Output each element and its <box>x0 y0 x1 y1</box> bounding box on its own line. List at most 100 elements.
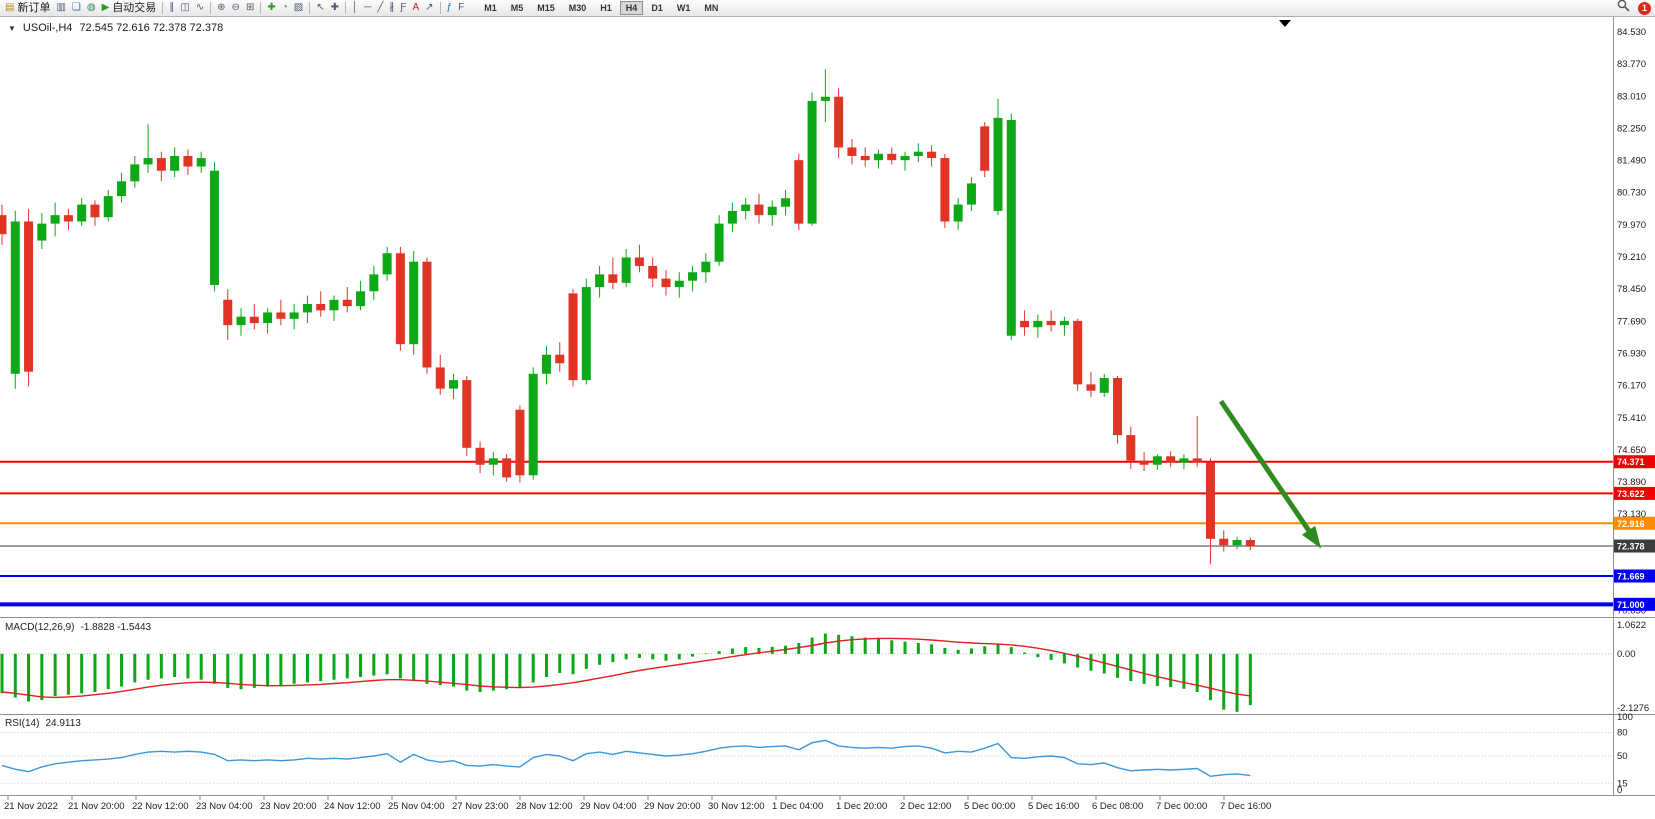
rsi-axis-label: 100 <box>1617 712 1633 723</box>
bar-chart-icon[interactable]: ∥ <box>166 1 177 16</box>
trendline-icon[interactable]: ╱ <box>374 1 386 16</box>
candlestick <box>900 155 910 161</box>
candlestick <box>528 373 538 476</box>
candlestick <box>462 380 472 448</box>
macd-axis-label: 1.0622 <box>1617 620 1646 631</box>
candlestick <box>10 221 20 374</box>
candlestick <box>688 272 698 281</box>
indicator-window-icon: F <box>458 2 465 13</box>
trendline-icon: ╱ <box>377 2 384 13</box>
zoom-in-icon[interactable]: ⊕ <box>214 1 228 16</box>
zoom-out-icon[interactable]: ⊖ <box>229 1 243 16</box>
time-icon[interactable]: ◔ <box>279 1 291 16</box>
market-watch-icon[interactable]: ◍ <box>84 1 99 16</box>
zoom-in-icon: ⊕ <box>217 2 226 13</box>
time-axis-label: 23 Nov 20:00 <box>260 801 317 812</box>
line-chart-icon[interactable]: ∿ <box>193 1 207 16</box>
chart-shift-marker[interactable] <box>1279 20 1291 27</box>
candlestick <box>77 204 87 222</box>
candlestick <box>595 274 605 288</box>
timeframe-button-m5[interactable]: M5 <box>510 3 524 13</box>
time-axis-label: 22 Nov 12:00 <box>132 801 189 812</box>
candlestick-chart-icon[interactable]: ◫ <box>177 1 192 16</box>
time-axis-label: 2 Dec 12:00 <box>900 801 951 812</box>
candlestick <box>541 354 551 374</box>
candlestick <box>24 221 34 372</box>
timeframe-button-m15[interactable]: M15 <box>537 3 555 13</box>
candlestick <box>37 223 47 241</box>
vertical-line-icon: │ <box>352 2 359 13</box>
candlestick <box>1033 320 1043 328</box>
price-tag <box>1614 597 1655 611</box>
time-axis-label: 1 Dec 04:00 <box>772 801 823 812</box>
text-icon[interactable]: A <box>409 1 422 16</box>
rsi-axis-label: 50 <box>1617 751 1628 762</box>
cursor-icon[interactable]: ↖ <box>313 1 327 16</box>
templates-icon: ▨ <box>293 2 304 13</box>
auto-trading-button[interactable]: ▶ 自动交易 <box>99 1 160 16</box>
candlestick <box>130 164 140 182</box>
rsi-axis-label: 80 <box>1617 728 1628 739</box>
candlestick <box>887 153 897 161</box>
new-chart-icon[interactable]: ✚ <box>264 1 278 16</box>
candlestick <box>993 117 1003 211</box>
timeframe-button-h4[interactable]: H4 <box>619 1 644 15</box>
candlestick <box>0 215 7 235</box>
candlestick <box>674 280 684 288</box>
toolbar-separator <box>345 2 346 14</box>
indicators-icon[interactable]: ƒ <box>444 1 456 16</box>
time-axis-label: 5 Dec 16:00 <box>1028 801 1079 812</box>
indicator-window-icon[interactable]: F <box>455 1 467 16</box>
chart-windows-icon[interactable]: ▥ <box>53 1 68 16</box>
candlestick <box>289 312 299 319</box>
new-order-button[interactable]: ▤ 新订单 <box>2 1 53 16</box>
price-axis-label: 84.530 <box>1617 27 1646 38</box>
price-axis-label: 74.650 <box>1617 445 1646 456</box>
timeframe-button-h1[interactable]: H1 <box>600 3 612 13</box>
market-watch-icon: ◍ <box>86 2 96 13</box>
timeframe-button-d1[interactable]: D1 <box>651 3 663 13</box>
tile-windows-icon[interactable]: ⊞ <box>243 1 257 16</box>
templates-icon[interactable]: ▨ <box>291 1 306 16</box>
timeframe-button-w1[interactable]: W1 <box>676 3 691 13</box>
candlestick <box>608 274 618 283</box>
arrows-icon: ↗ <box>425 2 434 13</box>
candlestick <box>781 198 791 207</box>
candlestick <box>1006 119 1016 336</box>
candlestick <box>1113 378 1123 436</box>
candlestick <box>1020 320 1030 328</box>
candlestick <box>395 253 405 345</box>
search-icon[interactable] <box>1617 0 1630 17</box>
equidistant-channel-icon[interactable]: ∦ <box>386 1 397 16</box>
candlestick <box>634 257 644 266</box>
price-tag-label: 73.622 <box>1617 489 1645 499</box>
candlestick <box>1152 456 1162 465</box>
profiles-icon[interactable]: ❏ <box>69 1 84 16</box>
horizontal-line-icon[interactable]: ─ <box>361 1 374 16</box>
candlestick <box>820 96 830 101</box>
candlestick-chart-icon: ◫ <box>180 2 190 13</box>
candlestick <box>1126 435 1136 461</box>
timeframe-button-m1[interactable]: M1 <box>484 3 497 13</box>
arrows-icon[interactable]: ↗ <box>422 1 436 16</box>
crosshair-icon[interactable]: ✚ <box>328 1 342 16</box>
rsi-axis-label: 15 <box>1617 778 1628 789</box>
timeframe-button-mn[interactable]: MN <box>704 3 719 13</box>
zoom-out-icon: ⊖ <box>231 2 240 13</box>
vertical-line-icon[interactable]: │ <box>349 1 361 16</box>
timeframe-button-m30[interactable]: M30 <box>568 3 587 13</box>
candlestick <box>581 287 591 381</box>
fibonacci-icon[interactable]: Ƒ <box>397 1 409 16</box>
chart-dropdown-icon[interactable]: ▼ <box>8 23 16 33</box>
profiles-icon: ❏ <box>71 2 81 13</box>
candlestick <box>621 257 631 283</box>
candlestick <box>701 261 711 273</box>
notification-badge[interactable]: 1 <box>1638 1 1651 15</box>
candlestick <box>741 204 751 211</box>
candlestick <box>249 316 259 324</box>
price-tag-label: 71.669 <box>1617 572 1645 582</box>
trend-arrow-annotation[interactable] <box>1218 399 1321 549</box>
candlestick <box>980 126 990 171</box>
bar-chart-icon: ∥ <box>169 2 175 13</box>
